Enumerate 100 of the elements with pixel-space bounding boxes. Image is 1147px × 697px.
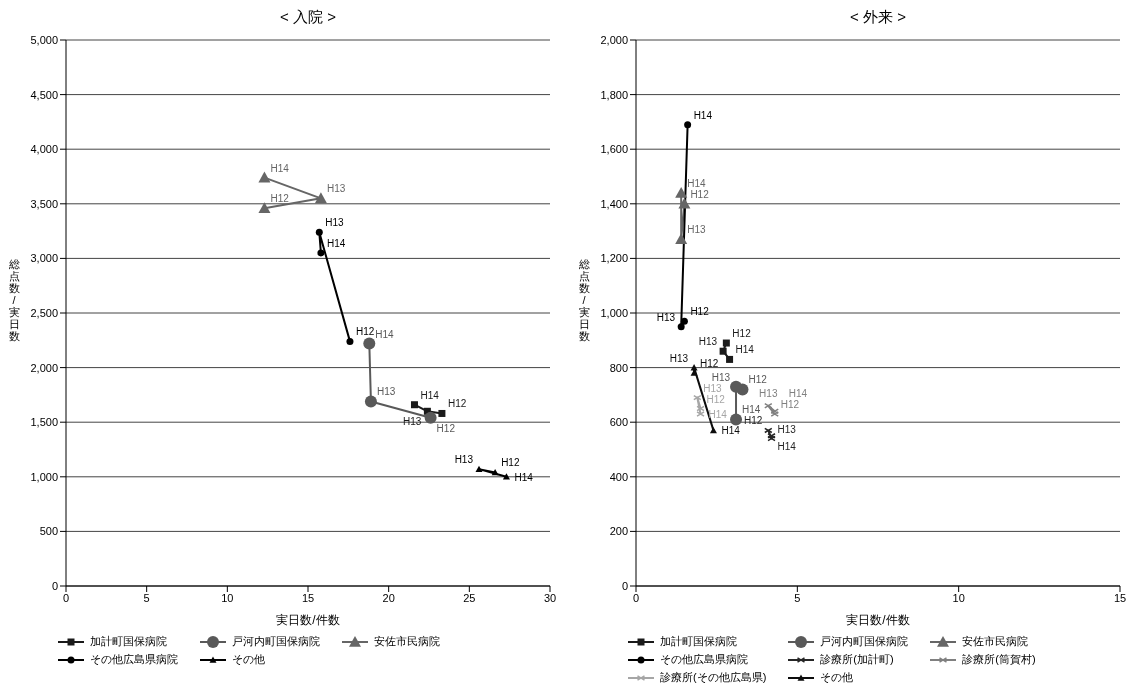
- y-axis-title: 総点数/実日数: [578, 258, 590, 342]
- point: [438, 409, 446, 417]
- data-label: H14: [420, 389, 440, 401]
- legend-label: 加計町国保病院: [660, 634, 737, 649]
- x-tick-label: 10: [221, 591, 234, 604]
- legend-label: 加計町国保病院: [90, 634, 167, 649]
- point: [709, 426, 717, 434]
- data-label: H13: [777, 423, 797, 435]
- data-label: H13: [326, 183, 346, 195]
- x-tick-label: 15: [1113, 591, 1127, 604]
- point: [491, 468, 499, 476]
- point: [696, 405, 705, 412]
- data-label: H14: [326, 237, 346, 249]
- point: [258, 171, 271, 183]
- point: [410, 401, 418, 409]
- data-label: H12: [780, 399, 800, 411]
- y-tick-label: 1,000: [30, 470, 58, 483]
- y-tick-label: 1,200: [600, 252, 628, 265]
- data-label: H14: [721, 425, 741, 437]
- point: [475, 465, 483, 472]
- legend-label: 診療所(加計町): [820, 652, 894, 667]
- point: [317, 249, 325, 257]
- x-tick-label: 10: [952, 591, 965, 604]
- point: [730, 380, 743, 393]
- data-label: H12: [706, 393, 726, 405]
- data-label: H13: [669, 352, 689, 364]
- point: [424, 411, 437, 424]
- data-label: H12: [355, 326, 375, 338]
- legend-label: 戸河内町国保病院: [820, 634, 909, 649]
- point: [693, 394, 702, 401]
- y-tick-label: 1,500: [30, 416, 58, 429]
- data-label: H13: [703, 382, 723, 394]
- point: [680, 317, 688, 325]
- data-label: H13: [687, 224, 706, 236]
- y-tick-label: 5,000: [30, 33, 58, 46]
- point: [675, 233, 688, 245]
- data-label: H13: [454, 454, 474, 466]
- legend-label: 安佐市民病院: [374, 634, 440, 649]
- data-label: H12: [270, 193, 290, 205]
- data-label: H13: [376, 386, 396, 398]
- x-tick-label: 5: [794, 591, 801, 604]
- data-label: H13: [759, 387, 778, 399]
- data-label: H14: [788, 388, 808, 400]
- y-tick-label: 1,800: [600, 88, 628, 101]
- legend-label: 戸河内町国保病院: [232, 634, 320, 649]
- y-tick-label: 0: [621, 579, 628, 592]
- x-tick-label: 20: [382, 591, 395, 604]
- point: [764, 427, 773, 434]
- y-tick-label: 0: [51, 579, 58, 592]
- legend-label: その他: [232, 652, 265, 667]
- data-label: H12: [732, 328, 752, 340]
- point: [677, 323, 685, 331]
- point: [675, 186, 688, 198]
- data-label: H12: [447, 398, 467, 410]
- x-tick-label: 25: [463, 591, 476, 604]
- data-label: H14: [514, 471, 534, 483]
- data-label: H14: [687, 177, 706, 189]
- point: [730, 413, 743, 426]
- data-label: H14: [735, 344, 755, 356]
- legend-label: 診療所(その他広島県): [660, 670, 767, 685]
- y-tick-label: 2,000: [30, 361, 58, 374]
- data-label: H13: [656, 311, 676, 323]
- y-tick-label: 2,000: [600, 33, 628, 46]
- data-label: H14: [375, 328, 395, 340]
- data-label: H12: [690, 188, 710, 200]
- y-tick-label: 1,400: [600, 197, 628, 210]
- point: [346, 337, 354, 345]
- data-label: H14: [777, 440, 797, 452]
- point: [363, 337, 376, 350]
- point: [726, 355, 734, 363]
- y-tick-label: 3,500: [30, 197, 58, 210]
- legend-label: 診療所(筒賀村): [962, 652, 1036, 667]
- data-label: H12: [690, 306, 710, 318]
- data-label: H14: [742, 404, 761, 416]
- x-axis-title: 実日数/件数: [276, 613, 340, 627]
- y-tick-label: 3,000: [30, 252, 58, 265]
- point: [314, 192, 327, 204]
- y-tick-label: 4,000: [30, 143, 58, 156]
- point: [258, 202, 271, 213]
- data-label: H13: [698, 336, 718, 348]
- point: [502, 473, 510, 480]
- y-tick-label: 2,500: [30, 306, 58, 319]
- point: [684, 121, 692, 129]
- point: [678, 197, 691, 209]
- y-tick-label: 1,000: [600, 306, 628, 319]
- data-label: H14: [270, 162, 290, 174]
- data-label: H12: [700, 358, 719, 370]
- data-label: H13: [711, 371, 731, 383]
- y-tick-label: 800: [609, 361, 628, 374]
- point: [719, 347, 727, 355]
- point: [722, 339, 730, 347]
- x-tick-label: 5: [143, 591, 150, 604]
- legend-label: 安佐市民病院: [962, 634, 1029, 649]
- x-axis-title: 実日数/件数: [846, 613, 910, 627]
- y-tick-label: 1,600: [600, 143, 628, 156]
- x-tick-label: 15: [301, 591, 315, 604]
- y-axis-title: 総点数/実日数: [8, 258, 20, 342]
- data-label: H14: [693, 109, 713, 121]
- y-tick-label: 4,500: [30, 88, 58, 101]
- legend-label: その他広島県病院: [660, 652, 748, 667]
